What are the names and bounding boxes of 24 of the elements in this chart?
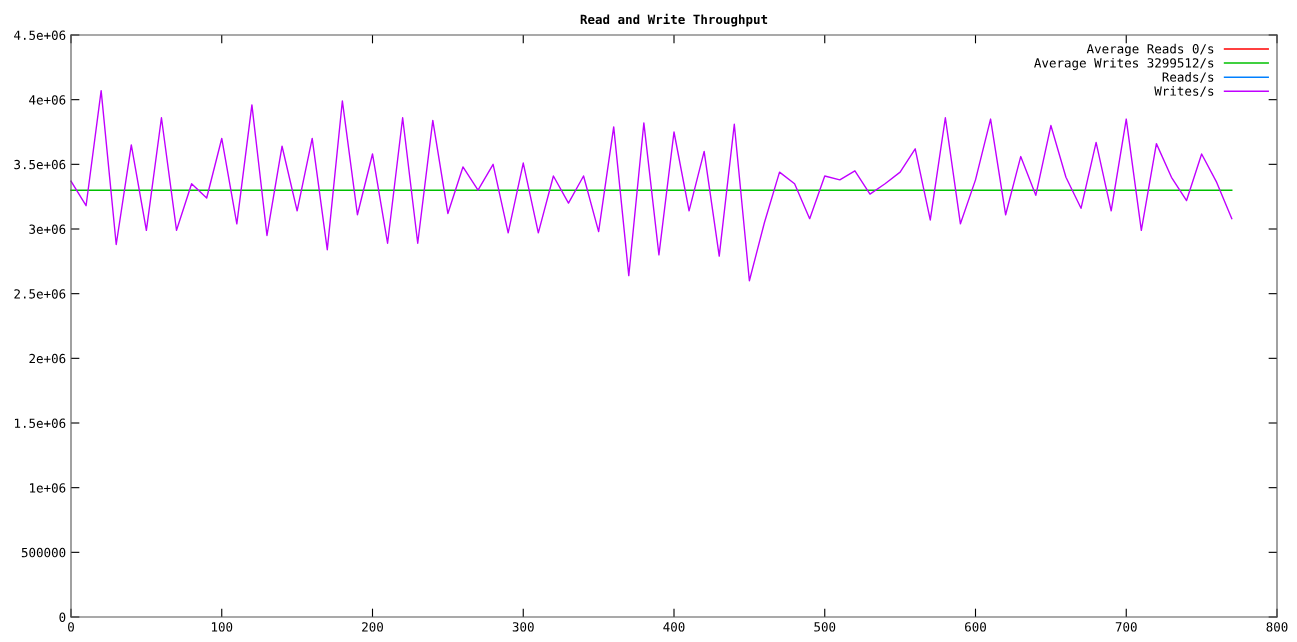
y-tick-label: 2.5e+06 — [14, 289, 66, 299]
x-tick-label: 400 — [663, 622, 685, 632]
y-tick-label: 0 — [59, 612, 66, 622]
y-tick-label: 500000 — [21, 547, 66, 558]
legend-label: Average Writes 3299512/s — [1034, 57, 1214, 71]
legend-label: Average Reads 0/s — [1086, 43, 1214, 56]
y-tick-label: 4e+06 — [29, 95, 66, 105]
y-tick-label: 3.5e+06 — [14, 159, 66, 170]
x-tick-label: 0 — [68, 622, 74, 632]
legend-label: Reads/s — [1162, 72, 1214, 83]
x-tick-label: 800 — [1266, 622, 1288, 632]
y-tick-label: 1.5e+06 — [14, 418, 66, 428]
x-tick-label: 200 — [362, 622, 383, 632]
legend-label: Writes/s — [1154, 86, 1214, 97]
x-tick-label: 300 — [512, 622, 534, 632]
x-tick-label: 600 — [965, 622, 986, 632]
chart-title: Read and Write Throughput — [580, 13, 768, 27]
y-tick-label: 3e+06 — [29, 224, 66, 234]
y-tick-label: 4.5e+06 — [14, 30, 66, 40]
x-tick-label: 500 — [814, 622, 836, 632]
y-tick-label: 1e+06 — [30, 483, 66, 493]
y-tick-label: 2e+06 — [29, 353, 66, 364]
x-tick-label: 700 — [1115, 622, 1137, 632]
x-tick-label: 100 — [211, 622, 233, 632]
